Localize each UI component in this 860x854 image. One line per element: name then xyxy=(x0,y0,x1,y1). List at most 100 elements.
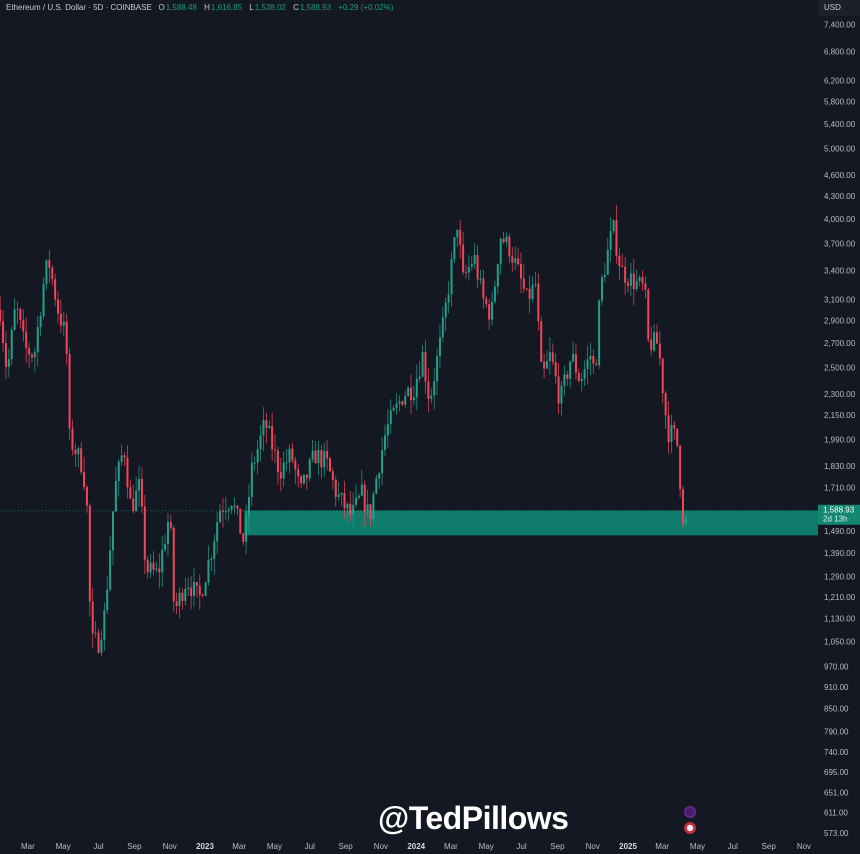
candle-body xyxy=(453,237,456,260)
candle-body xyxy=(10,330,13,360)
price-axis-label: 695.00 xyxy=(824,768,849,777)
candle-body xyxy=(236,505,239,509)
candle-body xyxy=(441,317,444,338)
price-axis-label: 1,830.00 xyxy=(824,462,856,471)
candle-body xyxy=(245,516,248,542)
candle-body xyxy=(517,258,520,265)
candle-body xyxy=(187,587,190,589)
candle-body xyxy=(355,497,358,505)
price-axis-label: 2,900.00 xyxy=(824,317,856,326)
price-axis-label: 740.00 xyxy=(824,748,849,757)
candle-body xyxy=(661,358,664,394)
lightning-icon[interactable] xyxy=(684,806,696,818)
candle-body xyxy=(25,331,28,349)
candle-body xyxy=(676,428,679,446)
price-axis-label: 1,290.00 xyxy=(824,573,856,582)
price-axis-label: 5,400.00 xyxy=(824,120,856,129)
candle-body xyxy=(375,478,378,494)
candle-body xyxy=(569,361,572,379)
candle-body xyxy=(51,267,54,280)
price-axis-label: 790.00 xyxy=(824,728,849,737)
candle-body xyxy=(603,274,606,278)
candle-body xyxy=(268,425,271,428)
time-axis-label: Sep xyxy=(550,842,565,851)
candle-body xyxy=(16,308,19,310)
candle-body xyxy=(184,588,187,602)
candle-body xyxy=(647,289,650,340)
candle-body xyxy=(311,450,314,460)
time-axis-label: Sep xyxy=(127,842,142,851)
price-axis-label: 7,400.00 xyxy=(824,21,856,30)
candle-body xyxy=(39,316,42,328)
candle-body xyxy=(438,337,441,357)
open-value: 1,588.48 xyxy=(165,3,197,12)
candle-body xyxy=(216,522,219,542)
candle-body xyxy=(395,403,398,408)
price-axis-label: 4,600.00 xyxy=(824,171,856,180)
support-zone xyxy=(244,510,819,536)
candle-body xyxy=(129,487,132,499)
candle-body xyxy=(106,589,109,611)
time-axis-label: 2024 xyxy=(407,842,425,851)
candle-body xyxy=(146,559,149,573)
candle-body xyxy=(464,271,467,273)
time-axis-label: Mar xyxy=(444,842,458,851)
candle-body xyxy=(250,462,253,497)
candle-body xyxy=(572,354,575,362)
time-axis-label: May xyxy=(267,842,282,851)
symbol-title: Ethereum / U.S. Dollar · 5D · COINBASE xyxy=(6,3,152,12)
candle-body xyxy=(352,504,355,515)
candle-body xyxy=(111,511,114,551)
candle-body xyxy=(259,435,262,450)
price-axis-label: 3,400.00 xyxy=(824,266,856,275)
candle-body xyxy=(583,369,586,380)
candle-body xyxy=(100,639,103,653)
candle-body xyxy=(210,558,213,561)
low-label: L xyxy=(249,3,254,12)
time-axis-label: Sep xyxy=(339,842,354,851)
candle-body xyxy=(138,478,141,491)
price-axis-label: 6,800.00 xyxy=(824,47,856,56)
price-axis-label: 1,210.00 xyxy=(824,593,856,602)
candle-body xyxy=(349,503,352,515)
candle-body xyxy=(334,479,337,497)
watermark: @TedPillows xyxy=(378,800,569,836)
price-axis-label: 1,390.00 xyxy=(824,549,856,558)
candle-body xyxy=(551,352,554,362)
candle-body xyxy=(357,495,360,498)
candle-body xyxy=(88,505,91,602)
candle-body xyxy=(337,494,340,497)
price-axis-label: 1,050.00 xyxy=(824,638,856,647)
time-axis-label: 2025 xyxy=(619,842,637,851)
candle-body xyxy=(389,410,392,425)
candle-body xyxy=(650,339,653,351)
last-price-tag xyxy=(818,504,860,525)
candle-body xyxy=(444,302,447,318)
candle-body xyxy=(580,379,583,382)
candle-body xyxy=(543,361,546,369)
candle-body xyxy=(314,450,317,464)
price-axis-label: 4,300.00 xyxy=(824,192,856,201)
candle-body xyxy=(664,393,667,416)
candle-body xyxy=(120,455,123,462)
candle-body xyxy=(94,632,97,634)
candle-body xyxy=(331,471,334,480)
candle-body xyxy=(140,478,143,507)
time-axis-label: May xyxy=(56,842,71,851)
candle-body xyxy=(598,300,601,366)
currency-button[interactable]: USD xyxy=(818,0,860,16)
candle-body xyxy=(499,238,502,265)
candle-body xyxy=(181,592,184,602)
candle-body xyxy=(392,407,395,411)
time-axis-label: May xyxy=(479,842,494,851)
candle-body xyxy=(534,283,537,285)
candle-body xyxy=(4,343,7,368)
us-flag-icon[interactable] xyxy=(684,822,696,834)
candle-body xyxy=(48,260,51,268)
candle-body xyxy=(525,288,528,290)
candle-body xyxy=(343,493,346,509)
candle-body xyxy=(459,229,462,245)
candle-body xyxy=(366,504,369,512)
candle-body xyxy=(166,521,169,544)
